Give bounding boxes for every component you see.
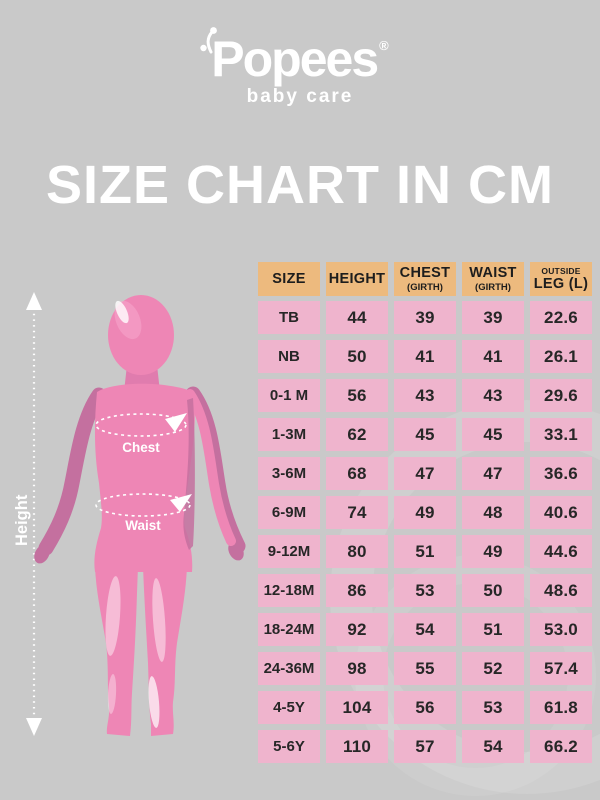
table-cell: 6-9M xyxy=(258,496,320,529)
table-cell: 22.6 xyxy=(530,301,592,334)
table-cell: 52 xyxy=(462,652,524,685)
table-cell: 61.8 xyxy=(530,691,592,724)
column-header: HEIGHT xyxy=(326,262,388,296)
arrow-right-icon xyxy=(170,494,192,512)
table-cell: 47 xyxy=(462,457,524,490)
table-cell: 62 xyxy=(326,418,388,451)
arrow-down-icon xyxy=(26,718,42,736)
table-cell: 43 xyxy=(394,379,456,412)
baby-silhouette xyxy=(34,295,246,736)
height-measure-line: Height xyxy=(13,292,42,736)
table-cell: 24-36M xyxy=(258,652,320,685)
table-cell: 5-6Y xyxy=(258,730,320,763)
baby-measurement-figure: Height xyxy=(0,288,258,758)
table-cell: 41 xyxy=(462,340,524,373)
table-cell: 68 xyxy=(326,457,388,490)
table-cell: 56 xyxy=(326,379,388,412)
table-cell: 44.6 xyxy=(530,535,592,568)
table-cell: 74 xyxy=(326,496,388,529)
table-cell: 49 xyxy=(462,535,524,568)
table-cell: 50 xyxy=(462,574,524,607)
table-cell: 92 xyxy=(326,613,388,646)
table-cell: 53 xyxy=(394,574,456,607)
table-cell: 66.2 xyxy=(530,730,592,763)
table-cell: 4-5Y xyxy=(258,691,320,724)
table-cell: 39 xyxy=(394,301,456,334)
table-cell: 29.6 xyxy=(530,379,592,412)
table-cell: 57 xyxy=(394,730,456,763)
table-cell: 26.1 xyxy=(530,340,592,373)
arrow-up-icon xyxy=(26,292,42,310)
table-cell: 49 xyxy=(394,496,456,529)
table-cell: 104 xyxy=(326,691,388,724)
chest-label: Chest xyxy=(122,440,160,455)
table-cell: NB xyxy=(258,340,320,373)
arrow-right-icon xyxy=(165,413,187,432)
table-cell: 44 xyxy=(326,301,388,334)
table-cell: 57.4 xyxy=(530,652,592,685)
brand-logo: Popees ® baby care xyxy=(0,27,600,108)
column-header: SIZE xyxy=(258,262,320,296)
table-cell: 54 xyxy=(462,730,524,763)
table-cell: 3-6M xyxy=(258,457,320,490)
size-table: SIZE HEIGHT CHEST (GIRTH) WAIST (GIRTH) OUTSID… xyxy=(258,262,592,763)
table-cell: 86 xyxy=(326,574,388,607)
table-cell: 53 xyxy=(462,691,524,724)
waist-label: Waist xyxy=(125,518,161,533)
column-header: OUTSIDE LEG (L) xyxy=(530,262,592,296)
table-cell: 80 xyxy=(326,535,388,568)
table-cell: 41 xyxy=(394,340,456,373)
table-cell: 12-18M xyxy=(258,574,320,607)
waist-measure: Waist xyxy=(95,493,192,533)
table-cell: 36.6 xyxy=(530,457,592,490)
table-cell: 110 xyxy=(326,730,388,763)
table-cell: 54 xyxy=(394,613,456,646)
height-label: Height xyxy=(13,494,31,546)
table-cell: 98 xyxy=(326,652,388,685)
brand-tagline: baby care xyxy=(246,86,354,107)
page-title: SIZE CHART IN CM xyxy=(46,155,554,215)
bee-antenna-icon xyxy=(200,27,218,54)
table-cell: 51 xyxy=(394,535,456,568)
table-cell: 53.0 xyxy=(530,613,592,646)
table-cell: 45 xyxy=(462,418,524,451)
table-cell: 56 xyxy=(394,691,456,724)
table-cell: 40.6 xyxy=(530,496,592,529)
brand-name: Popees xyxy=(211,31,379,87)
chest-measure: Chest xyxy=(95,413,187,455)
table-cell: 9-12M xyxy=(258,535,320,568)
table-cell: 55 xyxy=(394,652,456,685)
table-cell: 45 xyxy=(394,418,456,451)
table-cell: 39 xyxy=(462,301,524,334)
table-cell: 48.6 xyxy=(530,574,592,607)
table-cell: TB xyxy=(258,301,320,334)
table-cell: 0-1 M xyxy=(258,379,320,412)
table-cell: 51 xyxy=(462,613,524,646)
baby-figure-illustration: Height xyxy=(13,292,246,736)
column-header: CHEST (GIRTH) xyxy=(394,262,456,296)
table-cell: 18-24M xyxy=(258,613,320,646)
table-cell: 48 xyxy=(462,496,524,529)
table-cell: 50 xyxy=(326,340,388,373)
registered-trademark: ® xyxy=(379,38,389,53)
table-cell: 47 xyxy=(394,457,456,490)
table-cell: 43 xyxy=(462,379,524,412)
table-cell: 1-3M xyxy=(258,418,320,451)
column-header: WAIST (GIRTH) xyxy=(462,262,524,296)
table-cell: 33.1 xyxy=(530,418,592,451)
